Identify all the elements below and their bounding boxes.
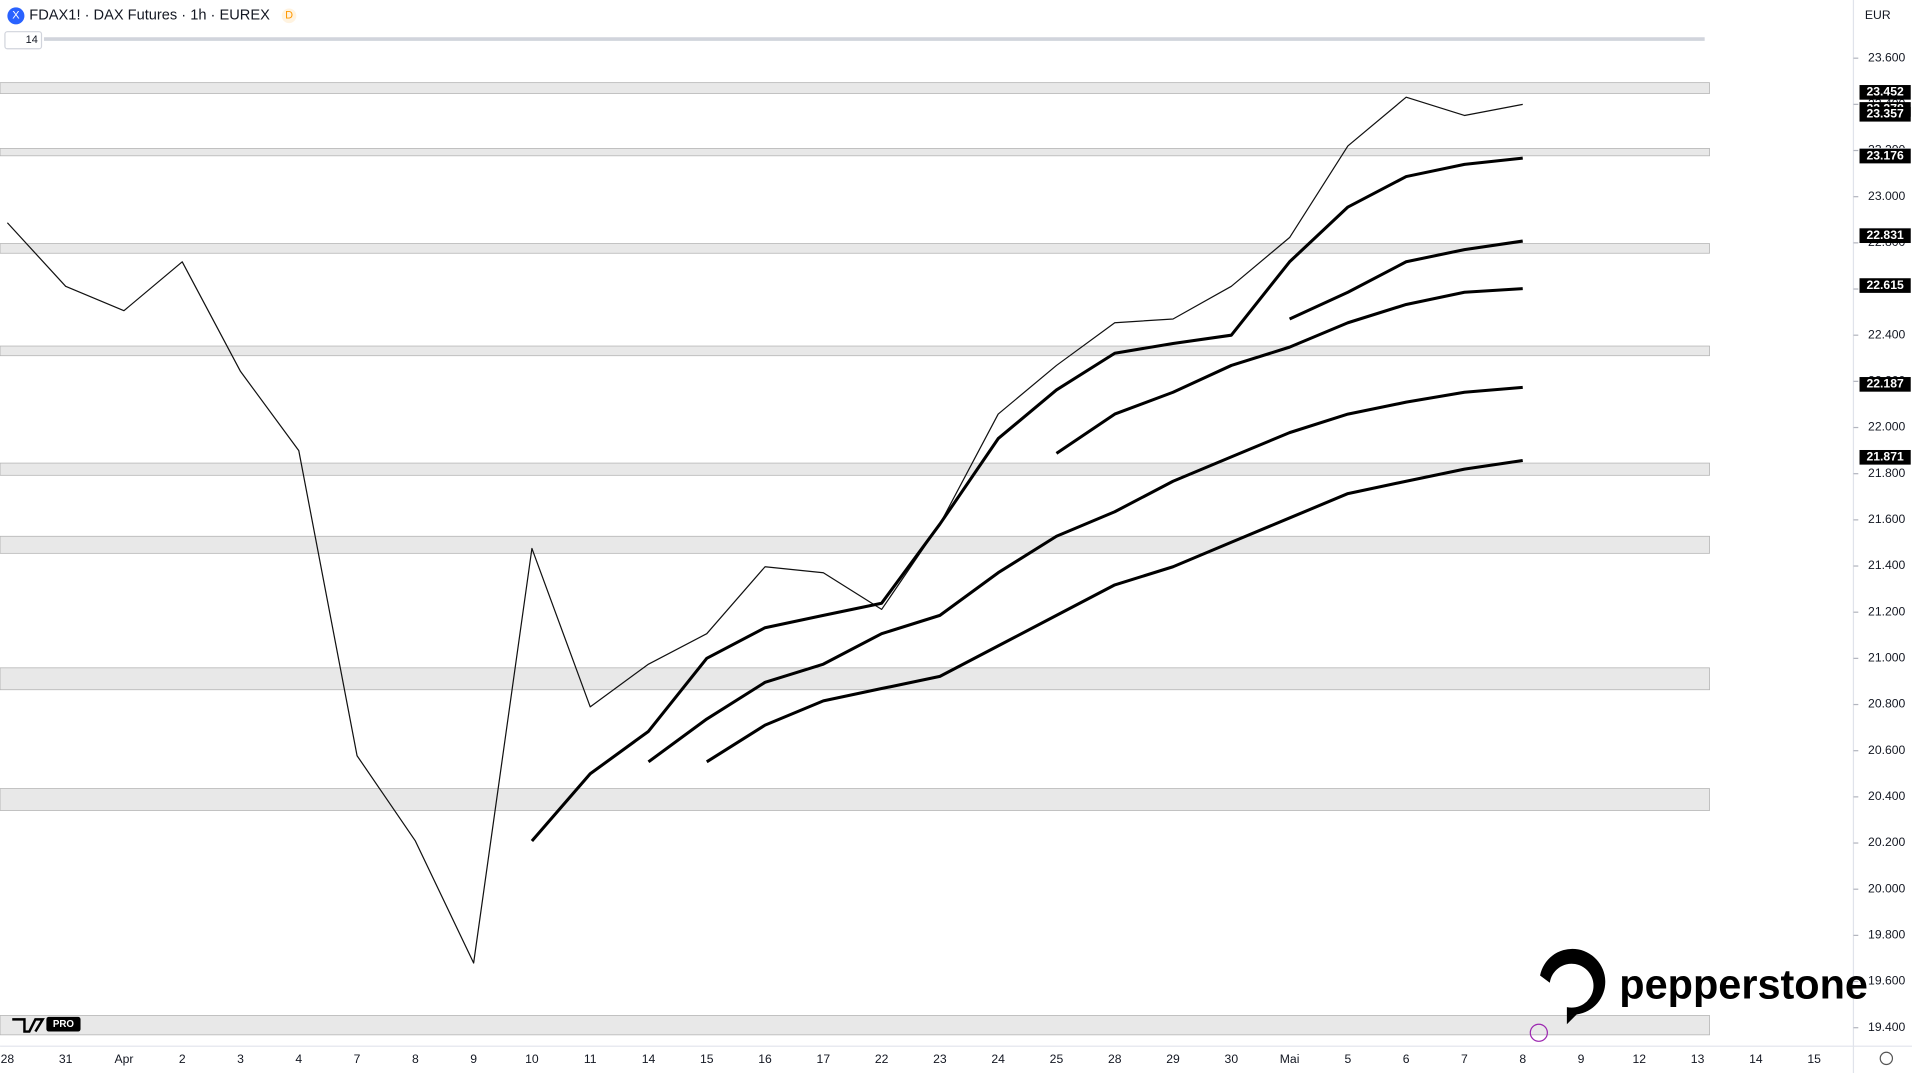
y-tick-label: 22.000: [1868, 420, 1905, 434]
x-tick-label: 4: [295, 1052, 302, 1066]
y-tick-label: 20.400: [1868, 789, 1905, 803]
y-tick-label: 23.000: [1868, 189, 1905, 203]
x-tick-label: 14: [642, 1052, 656, 1066]
y-tick-label: 21.000: [1868, 651, 1905, 665]
x-tick-label: 14: [1749, 1052, 1763, 1066]
price-label-box: [1859, 278, 1911, 293]
x-tick-label: 31: [59, 1052, 73, 1066]
y-tick-label: 21.800: [1868, 466, 1905, 480]
x-tick-label: 11: [584, 1052, 597, 1066]
x-tick-label: Apr: [114, 1052, 133, 1066]
y-tick-label: 22.400: [1868, 327, 1905, 341]
zone: [0, 535, 1710, 554]
y-tick-label: 20.600: [1868, 743, 1905, 757]
series-line: [6, 96, 1523, 964]
price-label-box: [1859, 228, 1911, 244]
price-label: 22.187: [1866, 377, 1903, 391]
x-tick-label: 12: [1633, 1052, 1647, 1066]
price-label-box: [1859, 106, 1911, 122]
badge[interactable]: D: [285, 10, 293, 22]
zone: [0, 462, 1710, 476]
x-tick-label: 29: [1166, 1052, 1180, 1066]
price-label: 23.357: [1866, 106, 1903, 120]
y-tick-label: 21.200: [1868, 604, 1905, 618]
series-line: [530, 156, 1523, 842]
x-tick-label: 15: [1807, 1052, 1821, 1066]
pro-label: PRO: [53, 1019, 75, 1030]
tv-logo: [12, 1018, 45, 1033]
zone: [0, 148, 1710, 157]
x-tick-label: 5: [1344, 1052, 1351, 1066]
x-tick-label: 28: [1, 1052, 15, 1066]
badge-bg: [281, 8, 297, 24]
zone: [0, 667, 1710, 691]
price-label: 23.176: [1866, 148, 1903, 162]
y-tick-label: 21.400: [1868, 558, 1905, 572]
zone: [0, 82, 1710, 94]
symbol-icon-x: X: [12, 10, 20, 22]
brand-name: pepperstone: [1619, 961, 1868, 1008]
series-line: [1288, 239, 1523, 321]
series-line: [1055, 287, 1523, 455]
x-tick-label: 16: [758, 1052, 772, 1066]
y-tick-label: 19.400: [1868, 1020, 1905, 1034]
pro-box: [46, 1016, 81, 1032]
x-tick-label: Mai: [1280, 1052, 1300, 1066]
y-tick-label: 20.000: [1868, 881, 1905, 895]
zone: [0, 788, 1710, 811]
x-tick-label: 6: [1403, 1052, 1410, 1066]
symbol-icon: [7, 7, 25, 25]
price-label-box: [1859, 377, 1911, 392]
currency[interactable]: EUR: [1865, 8, 1891, 22]
x-tick-label: 2: [179, 1052, 186, 1066]
settings-icon[interactable]: [1879, 1051, 1894, 1066]
zone: [0, 1015, 1710, 1036]
price-label: 22.615: [1866, 278, 1903, 292]
x-tick-label: 10: [525, 1052, 539, 1066]
price-label: 23.452: [1866, 85, 1903, 99]
series-line: [647, 385, 1523, 764]
x-tick-label: 8: [412, 1052, 419, 1066]
x-tick-label: 30: [1225, 1052, 1239, 1066]
price-label-box: [1859, 148, 1911, 164]
x-tick-label: 7: [1461, 1052, 1468, 1066]
x-tick-label: 23: [933, 1052, 947, 1066]
x-tick-label: 3: [237, 1052, 244, 1066]
series-line: [705, 459, 1523, 764]
x-tick-label: 7: [354, 1052, 361, 1066]
brand-logo: [1540, 948, 1606, 1025]
x-tick-label: 17: [817, 1052, 831, 1066]
y-tick-label: 20.800: [1868, 697, 1905, 711]
zone: [0, 345, 1710, 357]
indicator-label: 14: [26, 34, 38, 46]
price-label-box: [1859, 449, 1911, 465]
x-tick-label: 22: [875, 1052, 889, 1066]
chart-title: FDAX1! · DAX Futures · 1h · EUREX: [29, 8, 270, 24]
zone: [0, 243, 1710, 254]
indicator-box[interactable]: [4, 31, 43, 50]
y-tick-label: 19.600: [1868, 974, 1905, 988]
alert-icon[interactable]: [1529, 1023, 1548, 1042]
x-tick-label: 15: [700, 1052, 714, 1066]
price-label-box: [1859, 85, 1911, 100]
x-tick-label: 8: [1519, 1052, 1526, 1066]
y-tick-label: 19.800: [1868, 928, 1905, 942]
price-label: 22.831: [1866, 228, 1903, 242]
x-tick-label: 25: [1050, 1052, 1064, 1066]
x-tick-label: 24: [991, 1052, 1005, 1066]
y-tick-label: 23.600: [1868, 50, 1905, 64]
x-tick-label: 9: [1578, 1052, 1585, 1066]
x-tick-label: 13: [1691, 1052, 1705, 1066]
y-tick-label: 20.200: [1868, 835, 1905, 849]
price-label: 21.871: [1866, 450, 1903, 464]
y-tick-label: 21.600: [1868, 512, 1905, 526]
x-tick-label: 28: [1108, 1052, 1122, 1066]
x-tick-label: 9: [470, 1052, 477, 1066]
